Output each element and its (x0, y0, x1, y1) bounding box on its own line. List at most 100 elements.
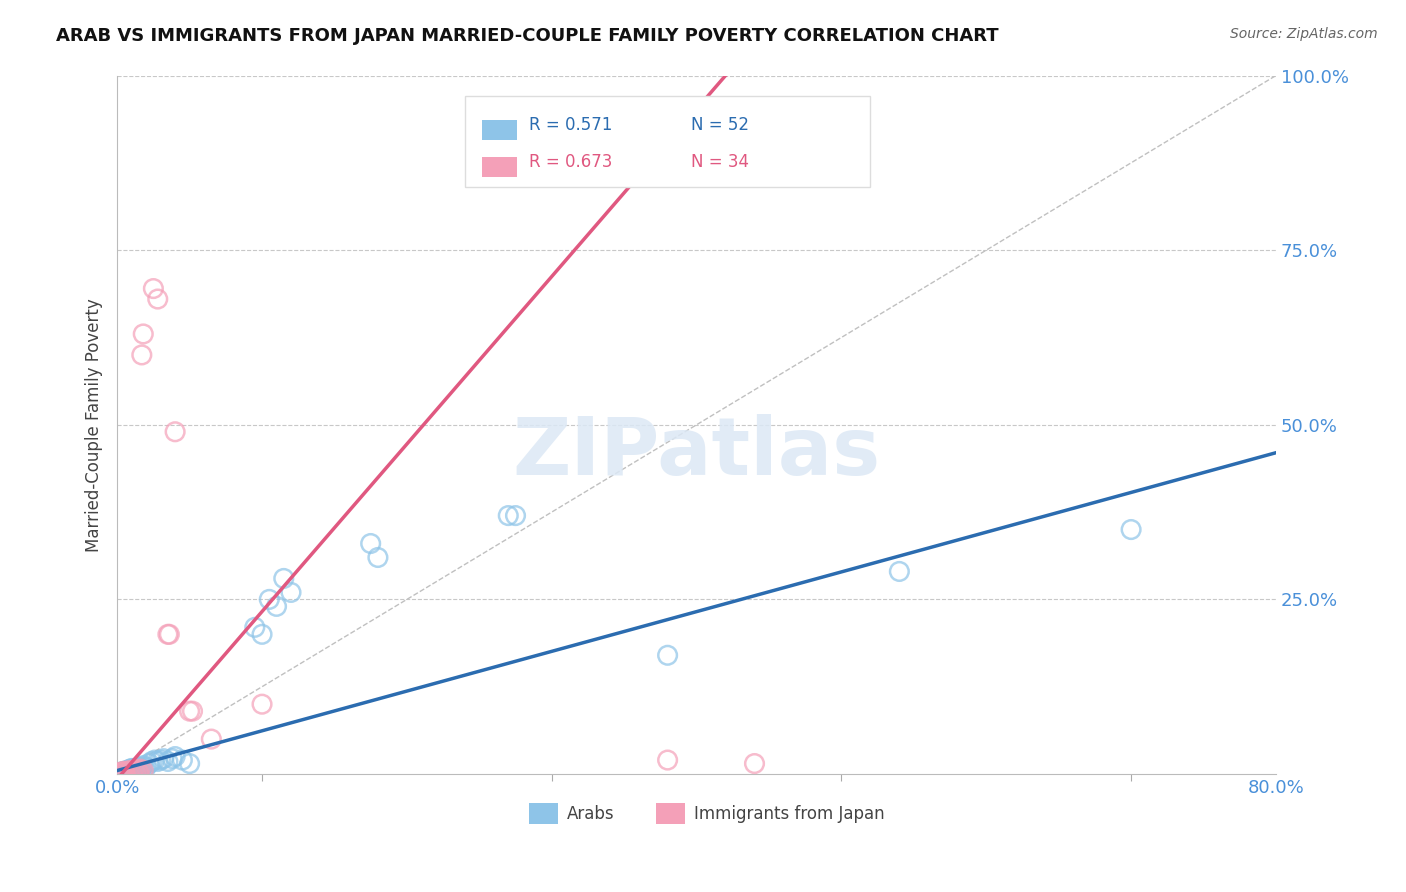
Point (132, 758, 155, 772)
Point (114, 765, 136, 780)
Point (179, 704, 201, 718)
Point (243, 620, 266, 634)
Point (118, 763, 141, 777)
Point (127, 763, 149, 777)
Point (121, 761, 143, 775)
Point (156, 755, 179, 769)
Point (124, 763, 146, 777)
Point (118, 764, 141, 779)
Point (110, 765, 132, 780)
Point (107, 766, 129, 780)
Point (122, 764, 145, 778)
Point (172, 753, 194, 767)
Point (111, 764, 134, 779)
Point (110, 764, 132, 779)
Point (117, 764, 139, 779)
Point (505, 508, 527, 523)
Point (117, 764, 139, 778)
Point (179, 756, 201, 771)
Text: N = 52: N = 52 (690, 116, 749, 134)
Point (280, 585, 302, 599)
Text: ZIPatlas: ZIPatlas (512, 414, 880, 491)
Point (141, 755, 163, 769)
Point (124, 761, 146, 775)
Point (117, 764, 139, 779)
Point (132, 326, 155, 341)
Point (125, 764, 148, 779)
FancyBboxPatch shape (482, 120, 517, 140)
Point (108, 766, 131, 780)
Text: Source: ZipAtlas.com: Source: ZipAtlas.com (1230, 27, 1378, 41)
Point (107, 766, 129, 780)
Point (115, 764, 138, 779)
Point (367, 550, 389, 565)
Point (111, 766, 134, 780)
Point (120, 764, 142, 779)
Point (108, 765, 131, 780)
Text: N = 34: N = 34 (690, 153, 749, 171)
Point (127, 761, 149, 775)
Point (146, 755, 169, 769)
FancyBboxPatch shape (529, 804, 558, 824)
Point (115, 764, 138, 779)
Point (152, 752, 174, 766)
Point (200, 732, 222, 747)
Point (657, 648, 679, 663)
Point (111, 764, 134, 779)
Point (128, 760, 150, 774)
Point (143, 753, 166, 767)
Point (250, 697, 273, 711)
Point (118, 764, 141, 779)
Point (108, 765, 131, 780)
Point (149, 753, 172, 767)
Point (115, 765, 138, 780)
Point (889, 565, 911, 579)
Y-axis label: Married-Couple Family Poverty: Married-Couple Family Poverty (86, 298, 103, 551)
Point (131, 760, 153, 774)
Text: ARAB VS IMMIGRANTS FROM JAPAN MARRIED-COUPLE FAMILY POVERTY CORRELATION CHART: ARAB VS IMMIGRANTS FROM JAPAN MARRIED-CO… (56, 27, 998, 45)
Point (111, 766, 134, 780)
Point (121, 764, 143, 779)
FancyBboxPatch shape (465, 96, 870, 187)
Point (110, 764, 132, 779)
Point (120, 762, 142, 776)
Text: R = 0.673: R = 0.673 (529, 153, 612, 171)
Point (131, 348, 153, 362)
Text: R = 0.571: R = 0.571 (529, 116, 612, 134)
Point (1119, 523, 1142, 537)
Point (125, 762, 148, 776)
Point (657, 753, 679, 767)
Point (122, 763, 145, 777)
Point (744, 756, 766, 771)
FancyBboxPatch shape (657, 804, 685, 824)
Text: Immigrants from Japan: Immigrants from Japan (695, 805, 884, 822)
Point (360, 536, 382, 550)
Point (157, 627, 180, 641)
Point (165, 425, 187, 439)
Point (250, 627, 273, 641)
Point (273, 571, 295, 585)
Point (142, 282, 165, 296)
Point (110, 765, 132, 780)
Text: Arabs: Arabs (567, 805, 614, 822)
Point (128, 764, 150, 779)
Point (135, 760, 157, 774)
Point (259, 592, 281, 607)
Point (181, 704, 204, 718)
Point (114, 765, 136, 780)
Point (138, 756, 160, 771)
Point (120, 764, 142, 778)
Point (108, 766, 131, 780)
Point (266, 599, 288, 614)
Point (498, 508, 520, 523)
Point (121, 764, 143, 778)
Point (114, 764, 136, 779)
FancyBboxPatch shape (482, 157, 517, 177)
Point (156, 627, 179, 641)
Point (129, 762, 152, 776)
Point (129, 761, 152, 775)
Point (132, 764, 155, 778)
Point (146, 292, 169, 306)
Point (165, 749, 187, 764)
Point (114, 764, 136, 779)
